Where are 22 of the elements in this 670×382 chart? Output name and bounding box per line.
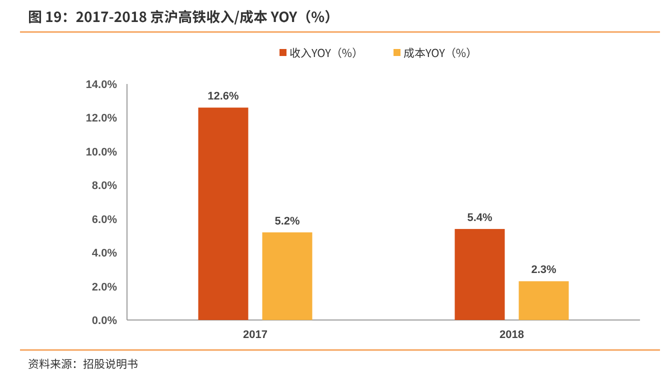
y-tick-label: 2.0% <box>92 281 118 294</box>
text: 资料来源：招股说明书 <box>28 356 138 372</box>
text: 2.3% <box>531 264 556 276</box>
chart-title: 图 19：2017-2018 京沪高铁收入/成本 YOY（%） <box>28 7 339 27</box>
x-tick-label: 2018 <box>500 329 524 341</box>
legend-label: 收入YOY（%） <box>290 45 364 61</box>
bar <box>262 232 312 320</box>
y-tick-label: 0.0% <box>92 315 118 327</box>
bar <box>518 281 569 320</box>
y-tick-label: 12.0% <box>86 112 118 125</box>
y-tick-label: 14.0% <box>86 79 118 91</box>
bar <box>454 228 505 320</box>
bar <box>198 108 248 320</box>
y-tick-label: 10.0% <box>86 146 118 158</box>
text: 5.2% <box>274 215 300 228</box>
legend-label: 成本YOY（%） <box>404 45 478 61</box>
x-tick-label: 2017 <box>243 329 268 341</box>
text: 12.6% <box>208 90 239 103</box>
y-tick-label: 6.0% <box>92 214 118 226</box>
y-tick-label: 8.0% <box>92 180 118 192</box>
y-tick-label: 4.0% <box>92 248 118 260</box>
text: 5.4% <box>467 212 492 224</box>
